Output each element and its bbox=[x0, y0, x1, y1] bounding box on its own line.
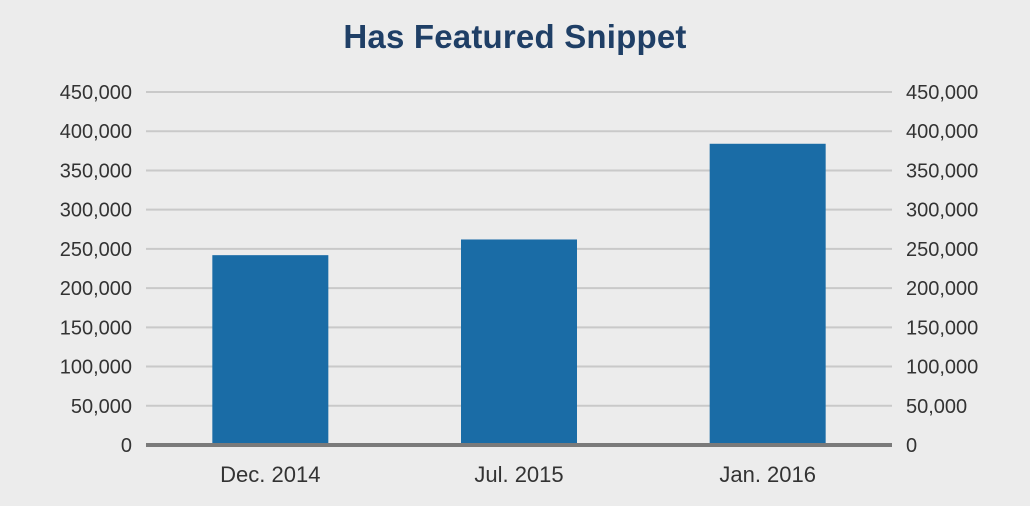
y-tick-label-right: 200,000 bbox=[906, 278, 978, 300]
y-tick-label-left: 400,000 bbox=[60, 121, 132, 143]
y-tick-label-right: 400,000 bbox=[906, 121, 978, 143]
y-tick-label-right: 150,000 bbox=[906, 317, 978, 339]
y-tick-label-right: 450,000 bbox=[906, 82, 978, 104]
bar bbox=[212, 255, 329, 445]
bar bbox=[461, 239, 577, 445]
y-tick-label-left: 450,000 bbox=[60, 82, 132, 104]
y-tick-label-left: 300,000 bbox=[60, 200, 132, 222]
y-tick-label-left: 200,000 bbox=[60, 278, 132, 300]
y-tick-label-left: 250,000 bbox=[60, 239, 132, 261]
y-tick-label-left: 150,000 bbox=[60, 317, 132, 339]
x-category-label: Jan. 2016 bbox=[719, 462, 816, 487]
y-tick-label-left: 50,000 bbox=[71, 396, 132, 418]
y-tick-label-right: 0 bbox=[906, 435, 917, 457]
x-category-label: Jul. 2015 bbox=[474, 462, 563, 487]
y-tick-label-right: 300,000 bbox=[906, 200, 978, 222]
chart-title: Has Featured Snippet bbox=[343, 18, 687, 55]
y-tick-label-left: 100,000 bbox=[60, 357, 132, 379]
y-tick-label-right: 50,000 bbox=[906, 396, 967, 418]
y-tick-label-right: 250,000 bbox=[906, 239, 978, 261]
y-tick-label-left: 0 bbox=[121, 435, 132, 457]
bar bbox=[709, 143, 826, 446]
y-tick-label-left: 350,000 bbox=[60, 160, 132, 182]
y-tick-label-right: 100,000 bbox=[906, 357, 978, 379]
y-tick-label-right: 350,000 bbox=[906, 160, 978, 182]
x-category-label: Dec. 2014 bbox=[220, 462, 320, 487]
